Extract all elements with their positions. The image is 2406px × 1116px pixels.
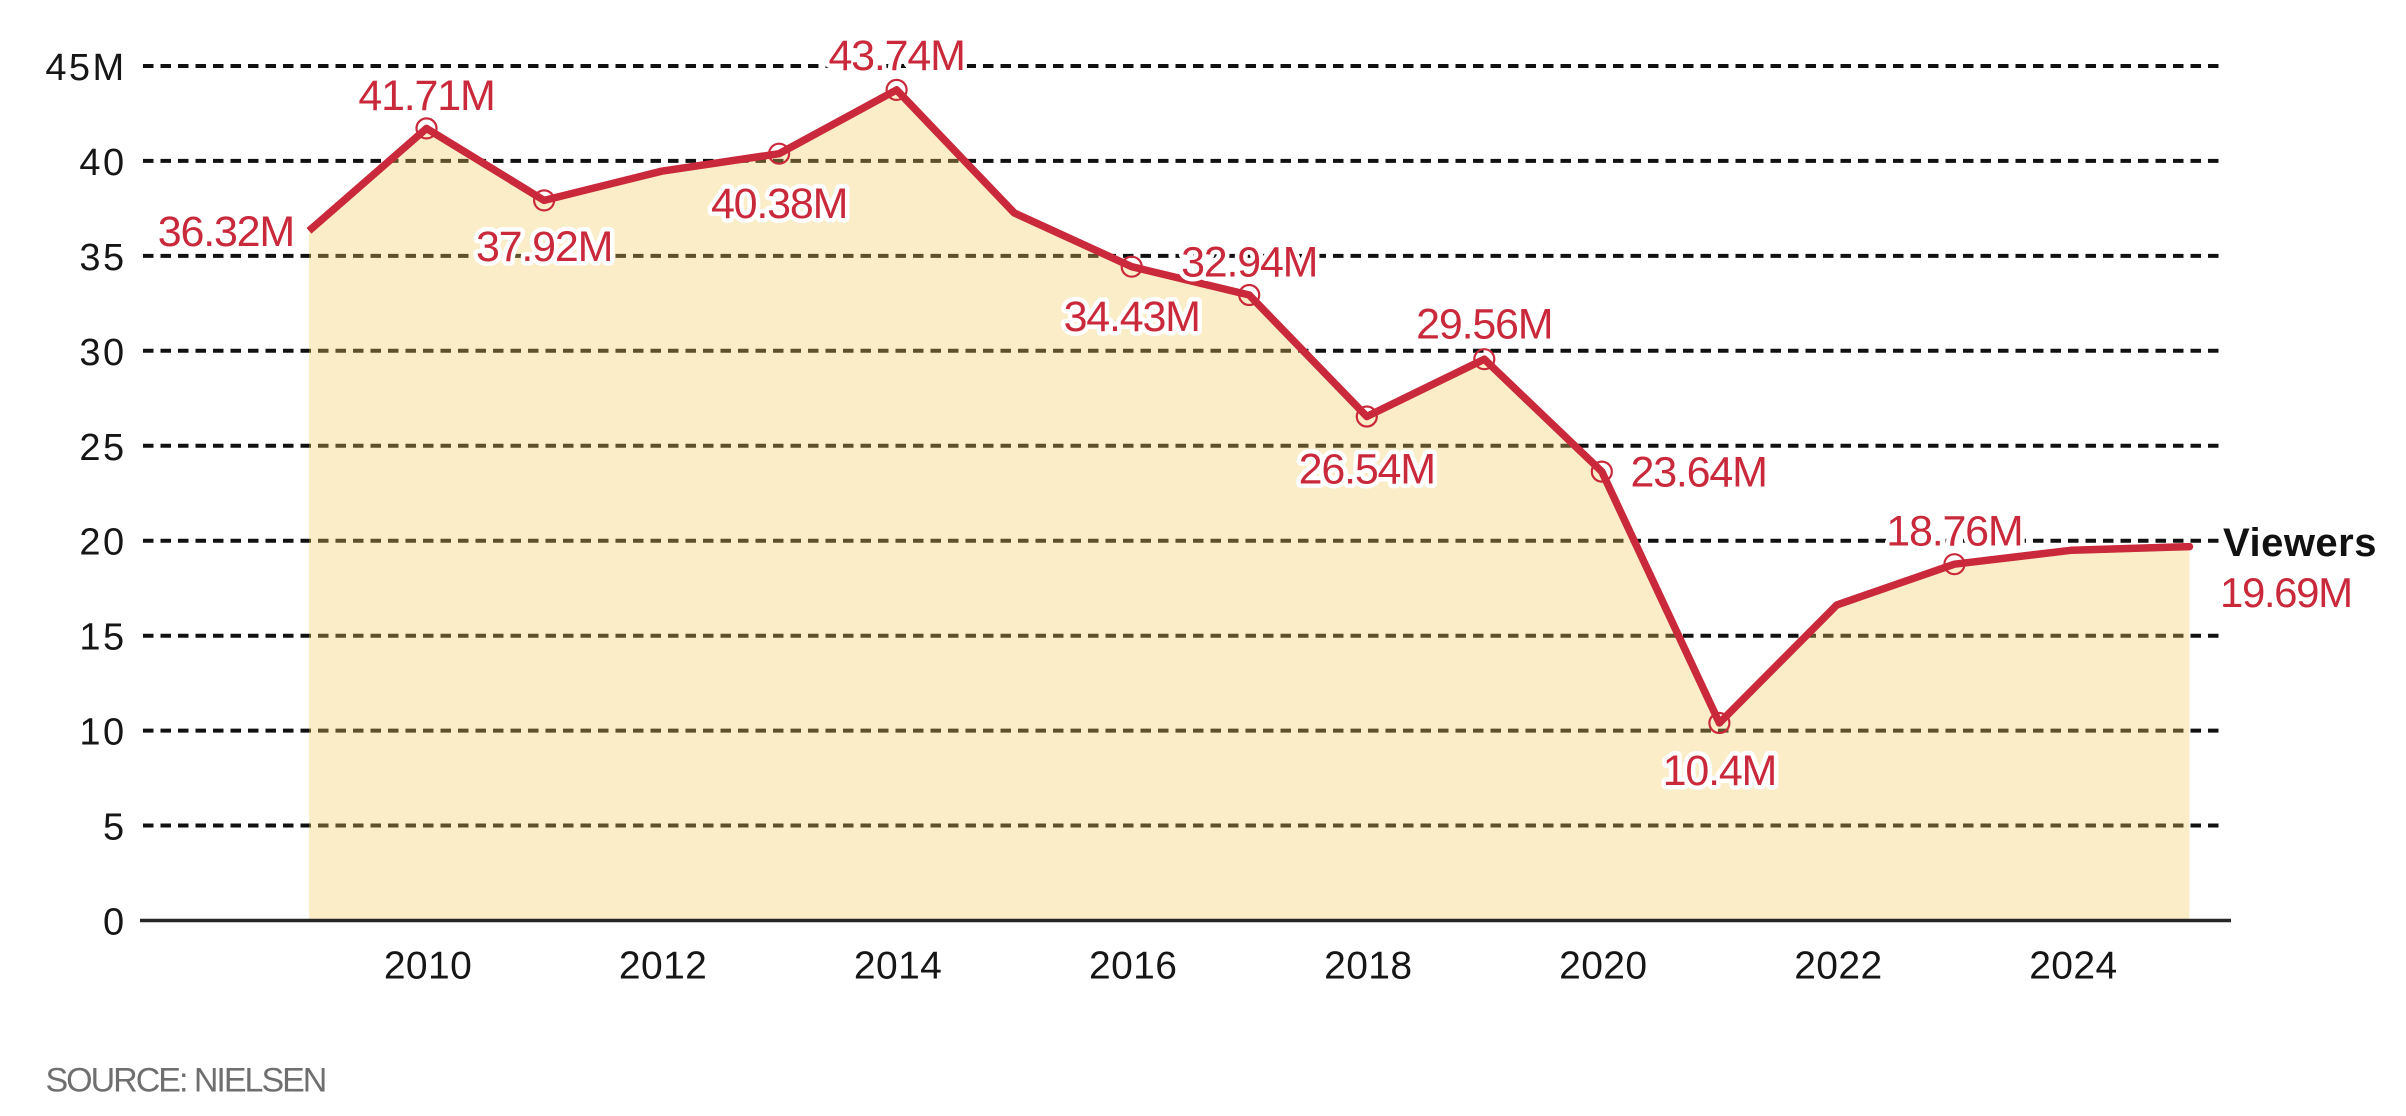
svg-text:37.92M: 37.92M bbox=[476, 223, 612, 271]
svg-text:41.71M: 41.71M bbox=[358, 72, 494, 120]
svg-text:35: 35 bbox=[79, 237, 126, 279]
svg-text:SOURCE: NIELSEN: SOURCE: NIELSEN bbox=[46, 1062, 326, 1100]
svg-text:0: 0 bbox=[103, 902, 127, 944]
svg-text:25: 25 bbox=[79, 427, 126, 469]
svg-text:2024: 2024 bbox=[2029, 945, 2117, 988]
svg-text:29.56M: 29.56M bbox=[1416, 301, 1552, 349]
svg-text:2018: 2018 bbox=[1324, 945, 1412, 988]
svg-text:20: 20 bbox=[79, 522, 126, 564]
svg-text:10: 10 bbox=[79, 712, 126, 754]
svg-text:43.74M: 43.74M bbox=[828, 32, 964, 80]
svg-text:18.76M: 18.76M bbox=[1886, 508, 2022, 556]
svg-text:36.32M: 36.32M bbox=[158, 208, 294, 256]
svg-text:32.94M: 32.94M bbox=[1181, 239, 1317, 287]
svg-text:2022: 2022 bbox=[1794, 945, 1882, 988]
svg-text:2016: 2016 bbox=[1089, 945, 1177, 988]
svg-text:10.4M: 10.4M bbox=[1663, 747, 1777, 795]
svg-text:45M: 45M bbox=[45, 47, 126, 89]
svg-text:34.43M: 34.43M bbox=[1064, 293, 1200, 341]
svg-text:23.64M: 23.64M bbox=[1631, 449, 1767, 497]
svg-text:2010: 2010 bbox=[384, 945, 472, 988]
svg-text:2014: 2014 bbox=[854, 945, 942, 988]
svg-text:Viewers: Viewers bbox=[2223, 521, 2377, 565]
svg-text:40: 40 bbox=[79, 142, 126, 184]
svg-text:26.54M: 26.54M bbox=[1299, 446, 1435, 494]
svg-text:19.69M: 19.69M bbox=[2220, 569, 2352, 616]
svg-text:2020: 2020 bbox=[1559, 945, 1647, 988]
svg-text:2012: 2012 bbox=[619, 945, 707, 988]
svg-text:15: 15 bbox=[79, 617, 126, 659]
svg-text:30: 30 bbox=[79, 332, 126, 374]
svg-text:40.38M: 40.38M bbox=[711, 180, 847, 228]
svg-text:5: 5 bbox=[103, 807, 127, 849]
